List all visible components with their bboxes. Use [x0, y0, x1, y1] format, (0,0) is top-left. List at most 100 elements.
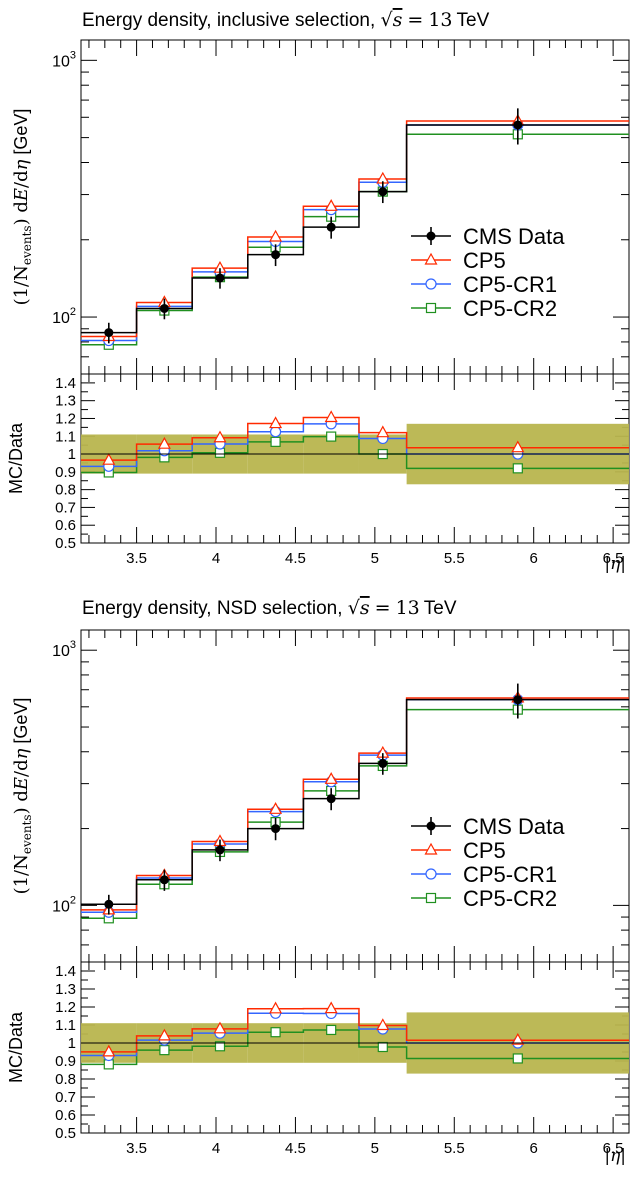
chart-panel-2: Energy density, NSD selection, √s = 13 TeV1… [6, 597, 630, 1166]
legend-label: CMS Data [463, 224, 565, 249]
legend-entry: CP5 [411, 838, 506, 863]
legend-entry: CP5-CR1 [411, 272, 557, 297]
chart-panel-1: Energy density, inclusive selection, √s =… [6, 9, 630, 574]
ratio-point [159, 1045, 170, 1056]
x-tick-label: 4 [212, 550, 220, 567]
y-tick-label-base: 10 [52, 643, 70, 660]
data-point [513, 120, 523, 130]
y-axis-ticks [81, 59, 629, 375]
x-tick-label: 5 [371, 1140, 379, 1157]
legend-label: CP5-CR1 [463, 272, 557, 297]
energy-value: 13 [396, 597, 420, 619]
y-tick-label: 103 [52, 639, 76, 660]
ratio-point [512, 463, 523, 474]
legend-label: CP5-CR1 [463, 862, 557, 887]
sqrt-symbol: √ [381, 9, 394, 31]
series-cms-data [81, 683, 629, 1044]
y-tick-label: 103 [52, 49, 76, 70]
y-tick-label-base: 10 [52, 310, 70, 327]
energy-unit: TeV [457, 10, 490, 31]
ratio-point [511, 440, 525, 453]
chart-title: Energy density, inclusive selection, √s =… [82, 9, 490, 31]
ratio-point [511, 1032, 525, 1045]
ratio-tick-label: 0.9 [55, 1053, 76, 1070]
y-label-slash: /d [11, 170, 32, 188]
series-cp5 [81, 690, 629, 1057]
x-tick-label: 4 [212, 1140, 220, 1157]
series-point [269, 802, 283, 814]
legend-label: CP5 [463, 838, 506, 863]
sqrt-variable: s [393, 9, 403, 31]
series-point [269, 229, 283, 242]
ratio-point [103, 1059, 114, 1070]
x-axis-ticks [88, 40, 630, 543]
x-axis-label: |η| [604, 1146, 626, 1166]
energy-value: 13 [428, 9, 452, 31]
equals-sign: = [407, 9, 423, 31]
ratio-point [269, 416, 283, 429]
ratio-tick-label: 0.7 [55, 499, 76, 516]
ratio-tick-label: 1.4 [55, 963, 76, 980]
y-label-unit: [GeV] [11, 109, 31, 155]
legend-marker [425, 868, 437, 880]
ratio-tick-label: 1.1 [55, 428, 76, 445]
y-tick-label-exp: 3 [70, 49, 76, 61]
ratio-tick-label: 1.4 [55, 375, 76, 392]
ratio-point [512, 1053, 523, 1064]
ratio-tick-label: 1 [68, 1035, 76, 1052]
ratio-y-label: MC/Data [6, 422, 26, 494]
legend-entry: CP5 [411, 248, 506, 273]
legend-entry: CP5-CR1 [411, 862, 557, 887]
ratio-point [377, 1041, 388, 1053]
y-tick-label-base: 10 [52, 53, 70, 70]
y-tick-label-exp: 3 [70, 639, 76, 651]
y-label-eta: η [11, 159, 32, 170]
data-point [104, 899, 114, 909]
y-axis-ticks [81, 649, 629, 963]
ratio-point [326, 431, 337, 442]
x-tick-label: 3.5 [126, 1140, 147, 1157]
legend-marker [425, 302, 437, 314]
ratio-point [157, 436, 171, 449]
ratio-tick-label: 0.8 [55, 1071, 76, 1088]
ratio-point [270, 1027, 281, 1038]
legend-marker [425, 892, 437, 904]
x-tick-label: 5.5 [444, 550, 465, 567]
ratio-tick-label: 1.1 [55, 1017, 76, 1034]
chart-title: Energy density, NSD selection, √s = 13 TeV [82, 597, 457, 619]
y-tick-label-exp: 2 [70, 306, 76, 318]
x-axis-ticks [88, 630, 630, 1133]
series-point [324, 199, 338, 211]
x-tick-label: 3.5 [126, 550, 147, 567]
y-label-suffix: ) d [11, 201, 32, 225]
ratio-tick-label: 0.7 [55, 1089, 76, 1106]
x-tick-label: 6 [530, 550, 538, 567]
y-label-slash: /d [11, 759, 32, 777]
ratio-y-label: MC/Data [6, 1011, 26, 1083]
ratio-tick-label: 0.6 [55, 1107, 76, 1124]
chart-title-text: Energy density, NSD selection, [82, 598, 348, 619]
data-point [159, 875, 169, 885]
y-label-eta: η [11, 748, 32, 759]
y-label-subscript: events [20, 814, 34, 854]
ratio-point [269, 1001, 283, 1014]
y-label-E: E [11, 777, 32, 791]
legend-marker [425, 278, 437, 290]
ratio-point [269, 426, 282, 438]
legend-entry: CP5-CR2 [411, 886, 557, 911]
data-point [513, 695, 523, 705]
x-tick-label: 6.5 [603, 1140, 624, 1157]
legend-entry: CMS Data [411, 224, 565, 249]
data-point [215, 273, 225, 283]
y-tick-label: 102 [52, 894, 76, 915]
x-tick-label: 6 [530, 1140, 538, 1157]
y-tick-label-base: 10 [52, 898, 70, 915]
ratio-point [102, 1044, 116, 1057]
legend-label: CP5-CR2 [463, 296, 557, 321]
main-plot-frame [80, 629, 630, 963]
legend-marker [426, 231, 436, 241]
data-point [215, 845, 225, 855]
